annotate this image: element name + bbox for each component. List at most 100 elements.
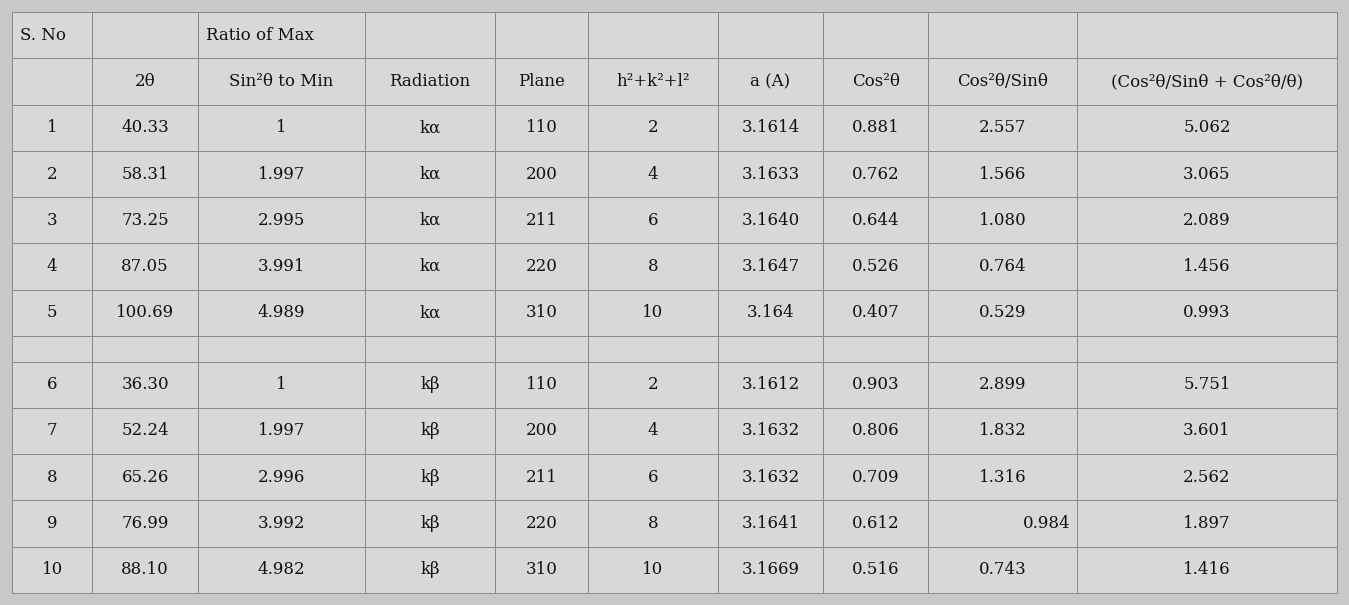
Text: 0.407: 0.407 — [851, 304, 900, 321]
Bar — [198, 151, 366, 197]
Bar — [718, 362, 823, 408]
Bar — [588, 151, 718, 197]
Bar — [928, 151, 1077, 197]
Text: kα: kα — [420, 212, 441, 229]
Bar — [366, 12, 495, 58]
Text: 211: 211 — [526, 469, 557, 486]
Bar — [198, 12, 366, 58]
Bar — [718, 105, 823, 151]
Bar — [366, 197, 495, 243]
Text: 2.995: 2.995 — [258, 212, 305, 229]
Bar — [718, 58, 823, 105]
Text: 0.612: 0.612 — [853, 515, 900, 532]
Bar — [12, 336, 93, 362]
Bar — [588, 408, 718, 454]
Text: kα: kα — [420, 166, 441, 183]
Text: (Cos²θ/Sinθ + Cos²θ/θ): (Cos²θ/Sinθ + Cos²θ/θ) — [1112, 73, 1303, 90]
Text: 1: 1 — [47, 119, 58, 136]
Bar — [718, 454, 823, 500]
Text: 88.10: 88.10 — [121, 561, 169, 578]
Bar — [1077, 547, 1337, 593]
Bar — [198, 290, 366, 336]
Text: 2θ: 2θ — [135, 73, 155, 90]
Text: 0.806: 0.806 — [853, 422, 900, 439]
Text: 9: 9 — [47, 515, 58, 532]
Bar — [12, 12, 93, 58]
Bar — [93, 547, 198, 593]
Text: 3.1614: 3.1614 — [742, 119, 800, 136]
Text: kα: kα — [420, 304, 441, 321]
Text: 36.30: 36.30 — [121, 376, 169, 393]
Text: 3.1669: 3.1669 — [742, 561, 800, 578]
Text: 40.33: 40.33 — [121, 119, 169, 136]
Text: 5: 5 — [47, 304, 58, 321]
Text: Sin²θ to Min: Sin²θ to Min — [229, 73, 333, 90]
Text: 7: 7 — [47, 422, 58, 439]
Bar — [366, 500, 495, 547]
Text: 0.709: 0.709 — [853, 469, 900, 486]
Bar — [495, 408, 588, 454]
Bar — [495, 290, 588, 336]
Bar — [823, 547, 928, 593]
Bar — [1077, 243, 1337, 290]
Bar — [93, 362, 198, 408]
Bar — [495, 336, 588, 362]
Text: 1.566: 1.566 — [979, 166, 1027, 183]
Text: 110: 110 — [526, 119, 557, 136]
Bar — [928, 12, 1077, 58]
Text: 1.832: 1.832 — [979, 422, 1027, 439]
Text: 200: 200 — [526, 166, 557, 183]
Text: 8: 8 — [648, 258, 658, 275]
Bar — [495, 197, 588, 243]
Text: 6: 6 — [47, 376, 58, 393]
Text: 10: 10 — [642, 304, 664, 321]
Text: 3.1647: 3.1647 — [742, 258, 800, 275]
Bar — [1077, 362, 1337, 408]
Text: 3.164: 3.164 — [746, 304, 795, 321]
Bar — [823, 362, 928, 408]
Text: 200: 200 — [526, 422, 557, 439]
Bar — [198, 105, 366, 151]
Text: 3.065: 3.065 — [1183, 166, 1230, 183]
Bar — [588, 243, 718, 290]
Bar — [495, 105, 588, 151]
Text: Cos²θ: Cos²θ — [851, 73, 900, 90]
Text: 1.416: 1.416 — [1183, 561, 1230, 578]
Bar — [823, 408, 928, 454]
Bar — [93, 454, 198, 500]
Text: 87.05: 87.05 — [121, 258, 169, 275]
Bar — [588, 547, 718, 593]
Bar — [823, 243, 928, 290]
Text: 4: 4 — [648, 422, 658, 439]
Bar — [93, 408, 198, 454]
Bar — [928, 243, 1077, 290]
Text: 2.899: 2.899 — [979, 376, 1027, 393]
Text: 310: 310 — [526, 304, 557, 321]
Text: 3.1632: 3.1632 — [742, 469, 800, 486]
Text: 3.991: 3.991 — [258, 258, 305, 275]
Bar — [198, 500, 366, 547]
Text: 8: 8 — [648, 515, 658, 532]
Bar — [718, 336, 823, 362]
Bar — [12, 454, 93, 500]
Bar — [928, 290, 1077, 336]
Bar — [1077, 454, 1337, 500]
Text: 2: 2 — [47, 166, 58, 183]
Bar — [1077, 408, 1337, 454]
Bar — [718, 290, 823, 336]
Bar — [366, 547, 495, 593]
Bar — [823, 105, 928, 151]
Bar — [495, 454, 588, 500]
Text: 4.982: 4.982 — [258, 561, 305, 578]
Bar — [12, 290, 93, 336]
Bar — [93, 58, 198, 105]
Text: 1: 1 — [277, 119, 286, 136]
Bar — [495, 500, 588, 547]
Text: Cos²θ/Sinθ: Cos²θ/Sinθ — [958, 73, 1048, 90]
Text: 2.996: 2.996 — [258, 469, 305, 486]
Bar — [198, 243, 366, 290]
Bar — [495, 547, 588, 593]
Bar — [823, 454, 928, 500]
Bar — [12, 58, 93, 105]
Text: 211: 211 — [526, 212, 557, 229]
